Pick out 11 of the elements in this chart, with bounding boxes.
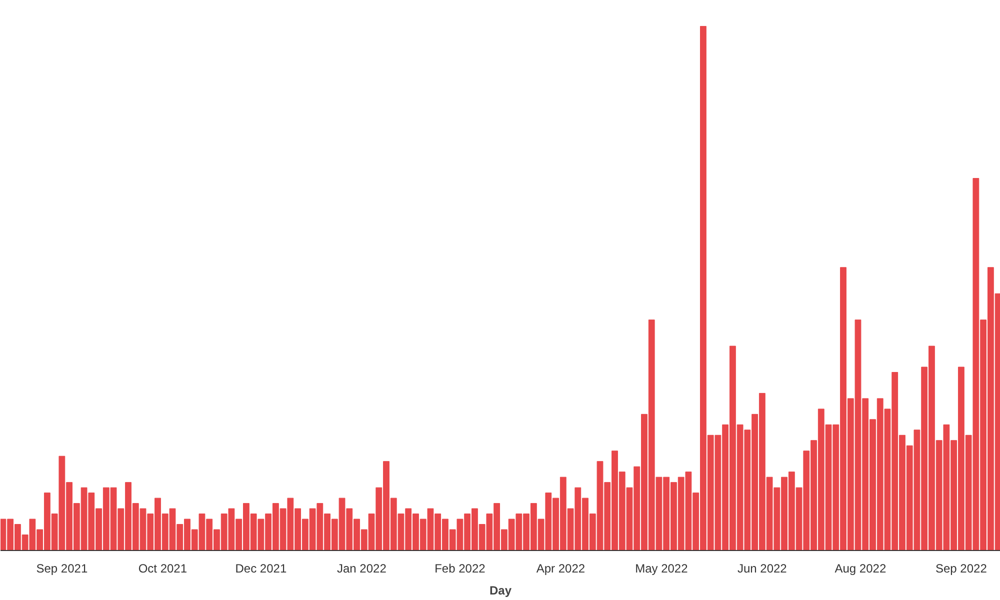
x-tick-label: Jan 2022 (336, 562, 387, 576)
x-tick-label: Jun 2022 (737, 562, 788, 576)
x-tick-label: Aug 2022 (834, 562, 886, 576)
x-tick-label: Apr 2022 (536, 562, 586, 576)
x-tick-label: Feb 2022 (434, 562, 486, 576)
x-tick-label: Sep 2021 (36, 562, 88, 576)
x-tick-label: May 2022 (635, 562, 688, 576)
x-tick-label: Oct 2021 (138, 562, 188, 576)
x-axis-title: Day (489, 584, 512, 598)
x-tick-label: Sep 2022 (936, 562, 988, 576)
x-tick-label: Dec 2021 (235, 562, 287, 576)
